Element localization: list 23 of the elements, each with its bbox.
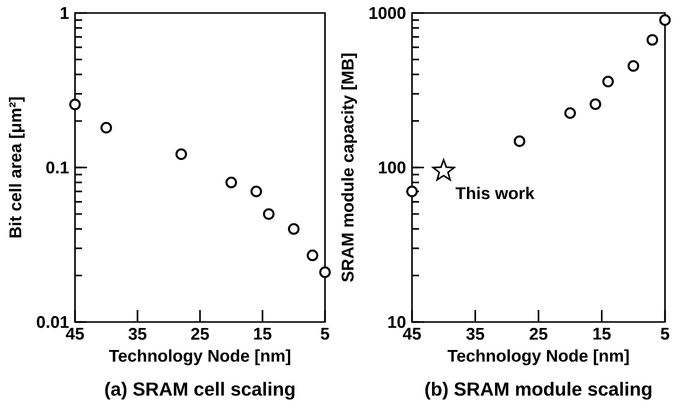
x-tick-label: 15 [254, 328, 272, 340]
x-tick-label: 25 [530, 328, 548, 340]
annotation: This work [456, 186, 535, 200]
x-tick-label: 35 [466, 328, 484, 340]
y-axis-title: Bit cell area [μm²] [8, 97, 25, 238]
text: (a) SRAM cell scaling [105, 382, 294, 400]
text: (b) SRAM module scaling [425, 382, 652, 400]
x-tick-label: 45 [402, 328, 421, 340]
y-axis-title: SRAM module capacity [MB] [341, 54, 357, 282]
y-tick-label: 0.1 [46, 162, 69, 174]
x-tick-label: 45 [66, 328, 84, 340]
x-tick-label: 5 [320, 328, 330, 340]
x-tick-label: 15 [593, 328, 611, 340]
x-tick-label: 5 [660, 328, 670, 340]
y-tick-label: 0.01 [36, 316, 69, 328]
y-tick-label: 100 [378, 161, 406, 174]
x-axis-title: Technology Node [nm] [109, 349, 290, 366]
y-tick-label: 1000 [370, 6, 406, 19]
x-axis-title: Technology Node [nm] [448, 349, 629, 366]
x-tick-label: 35 [128, 328, 146, 340]
y-tick-label: 1 [60, 7, 69, 19]
y-tick-label: 10 [388, 316, 406, 328]
x-tick-label: 25 [191, 328, 209, 340]
